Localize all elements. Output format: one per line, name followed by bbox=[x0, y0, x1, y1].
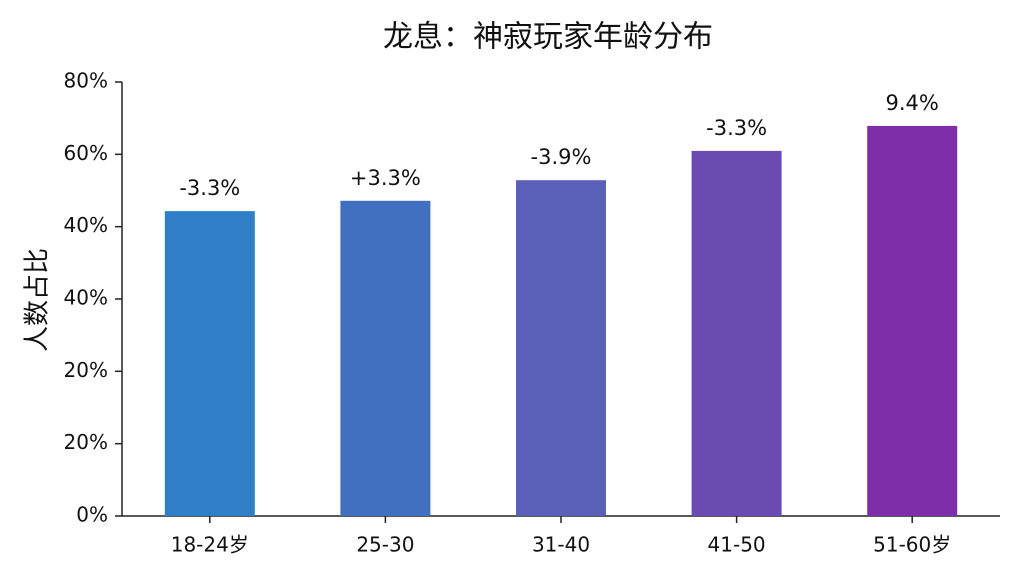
y-tick-label: 40% bbox=[64, 213, 108, 237]
y-axis-label: 人数占比 bbox=[23, 248, 53, 352]
x-tick-label: 41-50 bbox=[708, 533, 766, 557]
chart-title: 龙息：神寂玩家年龄分布 bbox=[383, 20, 713, 55]
annotation: -3.3% bbox=[179, 176, 240, 200]
annotation: -3.3% bbox=[706, 116, 767, 140]
y-tick-label: 80% bbox=[64, 69, 108, 93]
x-tick-label: 25-30 bbox=[356, 533, 414, 557]
annotation: +3.3% bbox=[350, 166, 421, 190]
bar bbox=[340, 200, 431, 516]
x-tick-label: 18-24岁 bbox=[171, 533, 249, 557]
x-tick-label: 51-60岁 bbox=[873, 533, 951, 557]
y-tick-label: 20% bbox=[64, 358, 108, 382]
y-tick-label: 0% bbox=[76, 503, 108, 527]
y-tick-label: 20% bbox=[64, 430, 108, 454]
bar bbox=[867, 125, 958, 516]
bar bbox=[164, 211, 255, 517]
bar bbox=[516, 180, 606, 516]
y-tick-label: 60% bbox=[64, 141, 108, 165]
annotation: -3.9% bbox=[531, 145, 592, 169]
x-tick-label: 31-40 bbox=[532, 533, 590, 557]
annotation: 9.4% bbox=[886, 91, 939, 115]
bar bbox=[691, 150, 782, 516]
y-tick-label: 40% bbox=[64, 286, 108, 310]
